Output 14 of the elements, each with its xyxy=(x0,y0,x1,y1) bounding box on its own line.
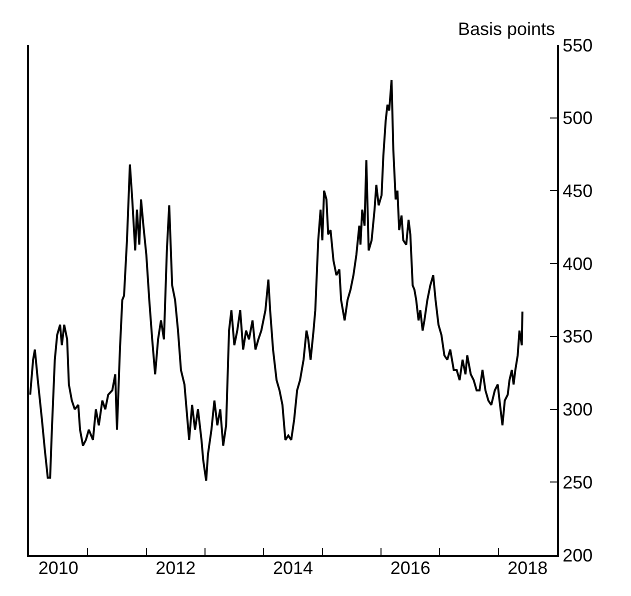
y-tick-label: 500 xyxy=(562,108,593,128)
y-tick-label: 350 xyxy=(562,326,593,347)
y-tick-label: 300 xyxy=(562,400,593,420)
y-axis-title: Basis points xyxy=(458,19,556,39)
y-tick-label: 450 xyxy=(562,181,593,202)
x-tick-label: 2018 xyxy=(508,558,548,578)
x-tick-label: 2014 xyxy=(272,558,314,578)
y-tick-label: 550 xyxy=(562,35,593,56)
x-tick-label: 2010 xyxy=(38,558,78,578)
y-tick-label: 250 xyxy=(562,472,593,492)
y-tick-label: 400 xyxy=(562,254,593,274)
x-tick-label: 2012 xyxy=(156,558,196,578)
y-tick-label: 200 xyxy=(562,545,593,566)
x-tick-label: 2016 xyxy=(390,558,430,578)
